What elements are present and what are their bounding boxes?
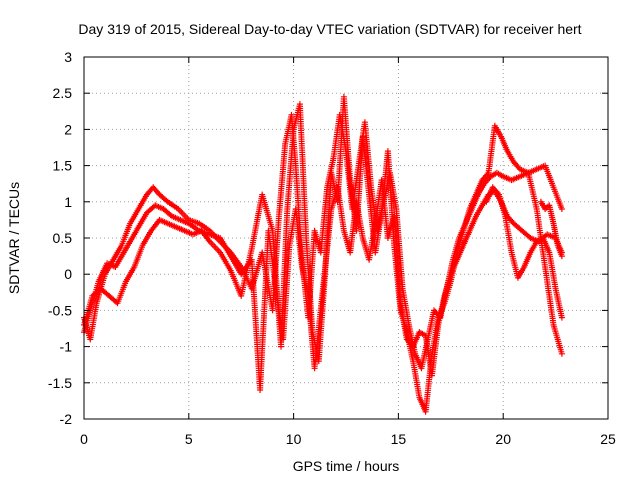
- y-tick-label: -1: [60, 339, 73, 355]
- x-tick-label: 10: [286, 431, 302, 447]
- y-tick-label: 1.5: [53, 158, 73, 174]
- axis-ticks: 0 5 10 15 20 25 -2 -1.5 -1 -0.5 0 0.5 1 1.5 2 2.5 3: [48, 49, 616, 447]
- x-tick-label: 20: [495, 431, 511, 447]
- y-tick-label: -2: [60, 411, 73, 427]
- x-tick-label: 0: [80, 431, 88, 447]
- x-axis-label: GPS time / hours: [293, 458, 400, 474]
- chart-title: Day 319 of 2015, Sidereal Day-to-day VTE…: [78, 21, 581, 37]
- y-tick-label: 2.5: [53, 85, 73, 101]
- x-tick-label: 5: [185, 431, 193, 447]
- y-tick-label: 1: [64, 194, 72, 210]
- series-markers: [483, 184, 565, 321]
- y-axis-label: SDTVAR / TECUs: [6, 182, 22, 294]
- x-tick-label: 15: [391, 431, 407, 447]
- series-track-e: [537, 198, 565, 260]
- series-track-d: [483, 184, 565, 321]
- y-tick-label: 0: [64, 266, 72, 282]
- y-tick-label: 3: [64, 49, 72, 65]
- gridlines: [84, 57, 608, 419]
- y-tick-label: -0.5: [48, 302, 72, 318]
- x-tick-label: 25: [600, 431, 616, 447]
- series-markers: [537, 198, 565, 260]
- y-tick-label: -1.5: [48, 375, 72, 391]
- y-tick-label: 2: [64, 121, 72, 137]
- y-tick-label: 0.5: [53, 230, 73, 246]
